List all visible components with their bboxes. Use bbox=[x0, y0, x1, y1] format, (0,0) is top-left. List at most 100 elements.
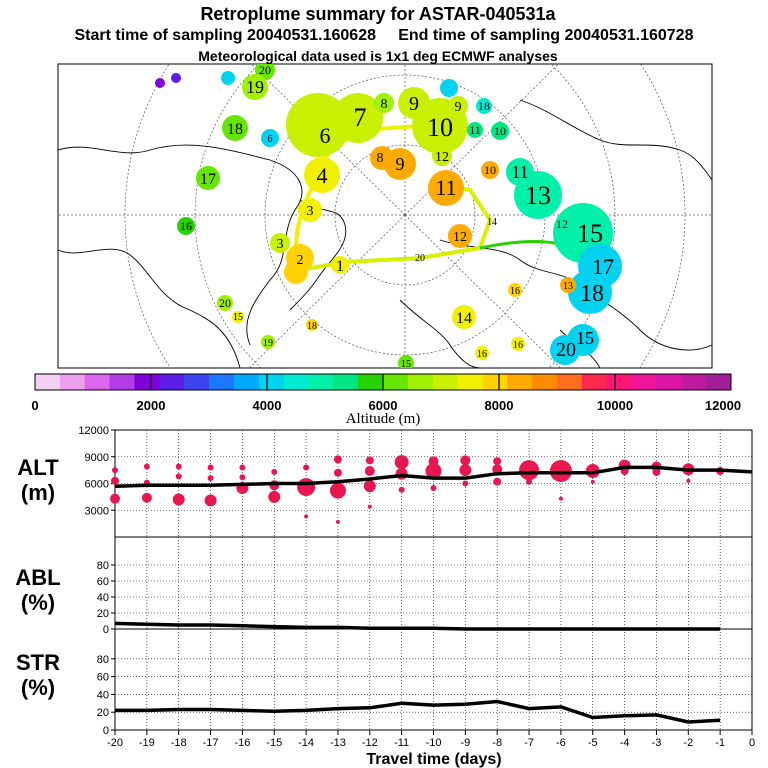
x-tick-label: -7 bbox=[524, 737, 534, 749]
y-tick-label: 40 bbox=[97, 592, 109, 604]
map-bubble bbox=[222, 115, 248, 141]
x-tick-label: -2 bbox=[683, 737, 693, 749]
map-label: 7 bbox=[354, 103, 367, 132]
map-bubble bbox=[384, 148, 416, 180]
x-tick-label: -4 bbox=[620, 737, 630, 749]
colorbar-tick-label: 12000 bbox=[705, 398, 741, 413]
colorbar-tick-label: 2000 bbox=[137, 398, 166, 413]
x-tick-label: -19 bbox=[139, 737, 155, 749]
altitude-point bbox=[493, 457, 502, 466]
coastline bbox=[519, 99, 712, 181]
x-tick-label: -5 bbox=[588, 737, 598, 749]
y-tick-label: 9000 bbox=[85, 452, 109, 464]
altitude-point bbox=[652, 467, 661, 476]
map-bubble bbox=[475, 346, 489, 360]
colorbar-segment bbox=[656, 374, 682, 390]
map-bubble bbox=[448, 224, 472, 248]
colorbar-segment bbox=[557, 374, 583, 390]
map-label: 14 bbox=[487, 217, 497, 228]
altitude-point bbox=[398, 486, 405, 493]
colorbar-tick-label: 4000 bbox=[253, 398, 282, 413]
series-line bbox=[114, 621, 721, 631]
x-tick-label: -15 bbox=[266, 737, 282, 749]
y-tick-label: 20 bbox=[97, 707, 109, 719]
colorbar-tick-label: 10000 bbox=[597, 398, 633, 413]
map-bubble bbox=[511, 337, 525, 351]
y-tick-label: 3000 bbox=[85, 505, 109, 517]
colorbar-segment bbox=[184, 374, 210, 390]
map-bubble bbox=[568, 270, 612, 314]
altitude-point bbox=[329, 482, 346, 499]
altitude-point bbox=[268, 490, 281, 503]
figure-title: Retroplume summary for ASTAR-040531a bbox=[200, 4, 556, 24]
colorbar-tick-label: 6000 bbox=[369, 398, 398, 413]
altitude-point bbox=[526, 478, 533, 485]
map-bubble bbox=[508, 283, 522, 297]
altitude-point bbox=[207, 475, 214, 482]
x-tick-label: -10 bbox=[426, 737, 442, 749]
altitude-point bbox=[239, 464, 246, 471]
altitude-point bbox=[239, 474, 246, 481]
map-bubble bbox=[242, 74, 268, 100]
map-label: 13 bbox=[563, 281, 573, 292]
series-line bbox=[115, 699, 721, 724]
map-bubble bbox=[440, 79, 458, 97]
colorbar-segment bbox=[581, 374, 608, 390]
map-panel: 20 19 18 17 16 6 6 7 8 9 9 10 18 11 10 8… bbox=[57, 63, 713, 369]
coastline bbox=[58, 248, 241, 368]
map-label: 16 bbox=[513, 340, 523, 351]
map-bubble bbox=[514, 171, 562, 219]
colorbar-segment bbox=[308, 374, 334, 390]
coastline bbox=[289, 199, 347, 311]
map-label: 18 bbox=[307, 321, 317, 332]
map-bubble bbox=[491, 122, 509, 140]
colorbar-segment bbox=[606, 374, 633, 390]
colorbar-segment bbox=[233, 374, 260, 390]
altitude-point bbox=[519, 460, 540, 481]
map-bubble bbox=[298, 198, 322, 222]
coastline bbox=[58, 144, 303, 346]
map-bubble bbox=[432, 146, 452, 166]
map-label: 12 bbox=[453, 230, 467, 245]
map-label: 18 bbox=[478, 99, 490, 113]
map-label: 10 bbox=[427, 113, 453, 142]
map-bubble bbox=[467, 122, 483, 138]
altitude-point bbox=[172, 493, 185, 506]
meridians bbox=[58, 64, 712, 368]
altitude-point bbox=[111, 476, 119, 485]
altitude-point bbox=[303, 464, 310, 471]
map-label: 20 bbox=[219, 296, 231, 310]
altitude-point bbox=[394, 455, 409, 470]
map-label: 17 bbox=[592, 254, 614, 279]
map-bubble bbox=[331, 256, 349, 274]
map-label: 4 bbox=[317, 163, 328, 188]
map-label: 13 bbox=[525, 181, 551, 210]
map-labels: 20 19 18 17 16 6 6 7 8 9 9 10 18 11 10 8… bbox=[180, 64, 614, 368]
colorbar-segment bbox=[333, 374, 359, 390]
colorbar-ticks: 0 2000 4000 6000 8000 10000 12000 bbox=[31, 398, 741, 413]
colorbar-segment bbox=[681, 374, 707, 390]
altitude-point bbox=[395, 467, 408, 480]
x-tick-label: -6 bbox=[556, 737, 566, 749]
colorbar-segment bbox=[383, 374, 409, 390]
altitude-point bbox=[365, 456, 374, 465]
altitude-colorbar bbox=[34, 373, 732, 391]
map-label: 19 bbox=[246, 77, 264, 97]
altitude-point bbox=[333, 455, 342, 464]
abl-panel-label: ABL bbox=[15, 565, 60, 590]
x-tick-label: -11 bbox=[394, 737, 409, 749]
map-label: 14 bbox=[456, 310, 472, 327]
colorbar-tick-label: 8000 bbox=[485, 398, 514, 413]
panel-2: 80 60 40 20 0 bbox=[97, 628, 753, 737]
y-tick-label: 60 bbox=[97, 672, 109, 684]
map-label: 1 bbox=[336, 258, 344, 275]
map-bubble bbox=[284, 260, 308, 284]
colorbar-segment bbox=[35, 374, 61, 390]
map-bubble bbox=[476, 98, 492, 114]
map-bubble bbox=[261, 335, 275, 349]
x-tick-label: -1 bbox=[715, 737, 725, 749]
map-bubble bbox=[221, 71, 235, 85]
altitude-point bbox=[175, 463, 182, 470]
colorbar-segment bbox=[507, 374, 533, 390]
